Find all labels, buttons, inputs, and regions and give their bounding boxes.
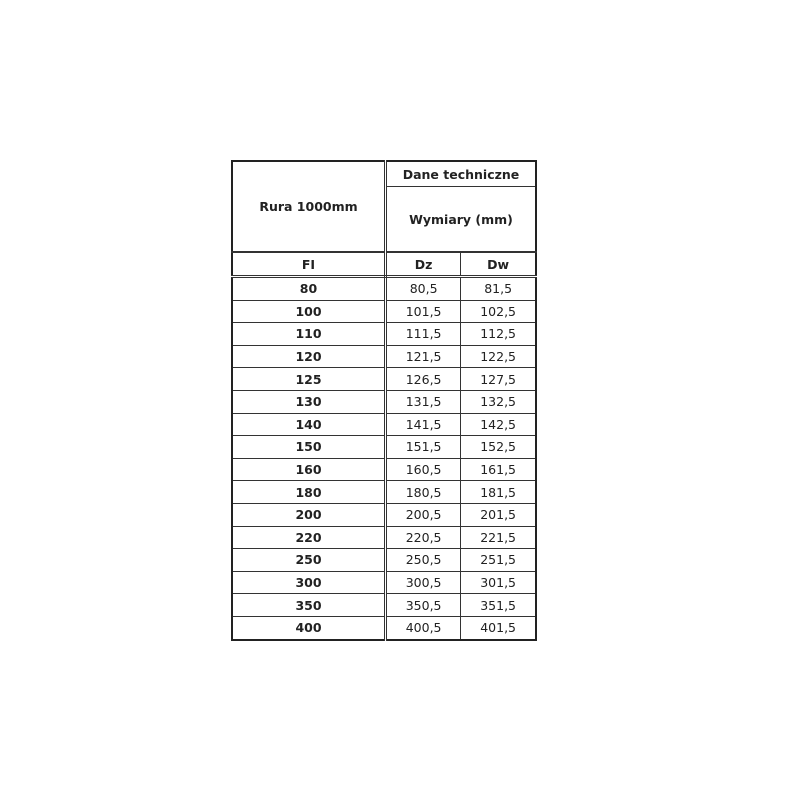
cell-dz: 151,5: [384, 435, 462, 459]
table-row: 130 131,5 132,5: [231, 389, 537, 414]
cell-fi: 300: [231, 570, 387, 595]
cell-fi: 125: [231, 367, 387, 391]
cell-dz: 160,5: [384, 457, 462, 482]
table-row: 100 101,5 102,5: [231, 299, 537, 324]
column-header-row: FI Dz Dw: [231, 251, 537, 278]
cell-dz: 200,5: [384, 502, 462, 527]
cell-dw: 181,5: [460, 480, 537, 504]
cell-dw: 251,5: [460, 548, 537, 572]
cell-dw: 201,5: [460, 502, 537, 527]
cell-dw: 81,5: [460, 276, 537, 301]
header-row-1: Rura 1000mm Dane techniczne: [231, 160, 537, 253]
table-row: 250 250,5 251,5: [231, 548, 537, 572]
cell-fi: 250: [231, 548, 387, 572]
cell-dw: 152,5: [460, 435, 537, 459]
cell-fi: 400: [231, 615, 387, 641]
group-header: Dane techniczne: [385, 160, 537, 187]
table-row: 400 400,5 401,5: [231, 615, 537, 641]
cell-fi: 150: [231, 435, 387, 459]
cell-dw: 221,5: [460, 525, 537, 550]
cell-dz: 101,5: [384, 299, 462, 324]
cell-dz: 400,5: [384, 615, 462, 641]
cell-dz: 180,5: [384, 480, 462, 504]
table-row: 80 80,5 81,5: [231, 276, 537, 301]
table-row: 300 300,5 301,5: [231, 570, 537, 595]
cell-dz: 350,5: [384, 593, 462, 617]
table-row: 350 350,5 351,5: [231, 593, 537, 617]
cell-fi: 80: [231, 276, 387, 301]
header-row-2: Wymiary (mm): [232, 186, 537, 253]
table-row: 125 126,5 127,5: [231, 367, 537, 391]
table-title: Rura 1000mm: [231, 160, 387, 253]
column-header-dz: Dz: [384, 251, 462, 278]
table-row: 160 160,5 161,5: [231, 457, 537, 482]
cell-dz: 250,5: [384, 548, 462, 572]
cell-dz: 121,5: [384, 344, 462, 369]
cell-dw: 161,5: [460, 457, 537, 482]
cell-dz: 80,5: [384, 276, 462, 301]
cell-fi: 120: [231, 344, 387, 369]
table-row: 150 151,5 152,5: [231, 435, 537, 459]
table-row: 180 180,5 181,5: [231, 480, 537, 504]
sub-header: Wymiary (mm): [385, 186, 537, 253]
cell-fi: 110: [231, 322, 387, 346]
cell-fi: 180: [231, 480, 387, 504]
cell-dw: 142,5: [460, 412, 537, 437]
cell-dw: 112,5: [460, 322, 537, 346]
cell-dz: 126,5: [384, 367, 462, 391]
cell-dw: 351,5: [460, 593, 537, 617]
cell-dw: 102,5: [460, 299, 537, 324]
cell-fi: 140: [231, 412, 387, 437]
cell-dz: 131,5: [384, 389, 462, 414]
cell-dw: 301,5: [460, 570, 537, 595]
cell-fi: 100: [231, 299, 387, 324]
cell-fi: 220: [231, 525, 387, 550]
cell-fi: 350: [231, 593, 387, 617]
cell-fi: 160: [231, 457, 387, 482]
cell-dz: 141,5: [384, 412, 462, 437]
cell-dw: 401,5: [460, 615, 537, 641]
column-header-fi: FI: [231, 251, 387, 278]
table-row: 110 111,5 112,5: [231, 322, 537, 346]
table-row: 220 220,5 221,5: [231, 525, 537, 550]
cell-fi: 200: [231, 502, 387, 527]
table-row: 200 200,5 201,5: [231, 502, 537, 527]
pipe-dimensions-table: Rura 1000mm Dane techniczne Wymiary (mm)…: [231, 160, 537, 641]
cell-dz: 220,5: [384, 525, 462, 550]
cell-dz: 111,5: [384, 322, 462, 346]
column-header-dw: Dw: [460, 251, 537, 278]
cell-dz: 300,5: [384, 570, 462, 595]
cell-fi: 130: [231, 389, 387, 414]
table-row: 120 121,5 122,5: [231, 344, 537, 369]
cell-dw: 122,5: [460, 344, 537, 369]
cell-dw: 132,5: [460, 389, 537, 414]
table-row: 140 141,5 142,5: [231, 412, 537, 437]
cell-dw: 127,5: [460, 367, 537, 391]
